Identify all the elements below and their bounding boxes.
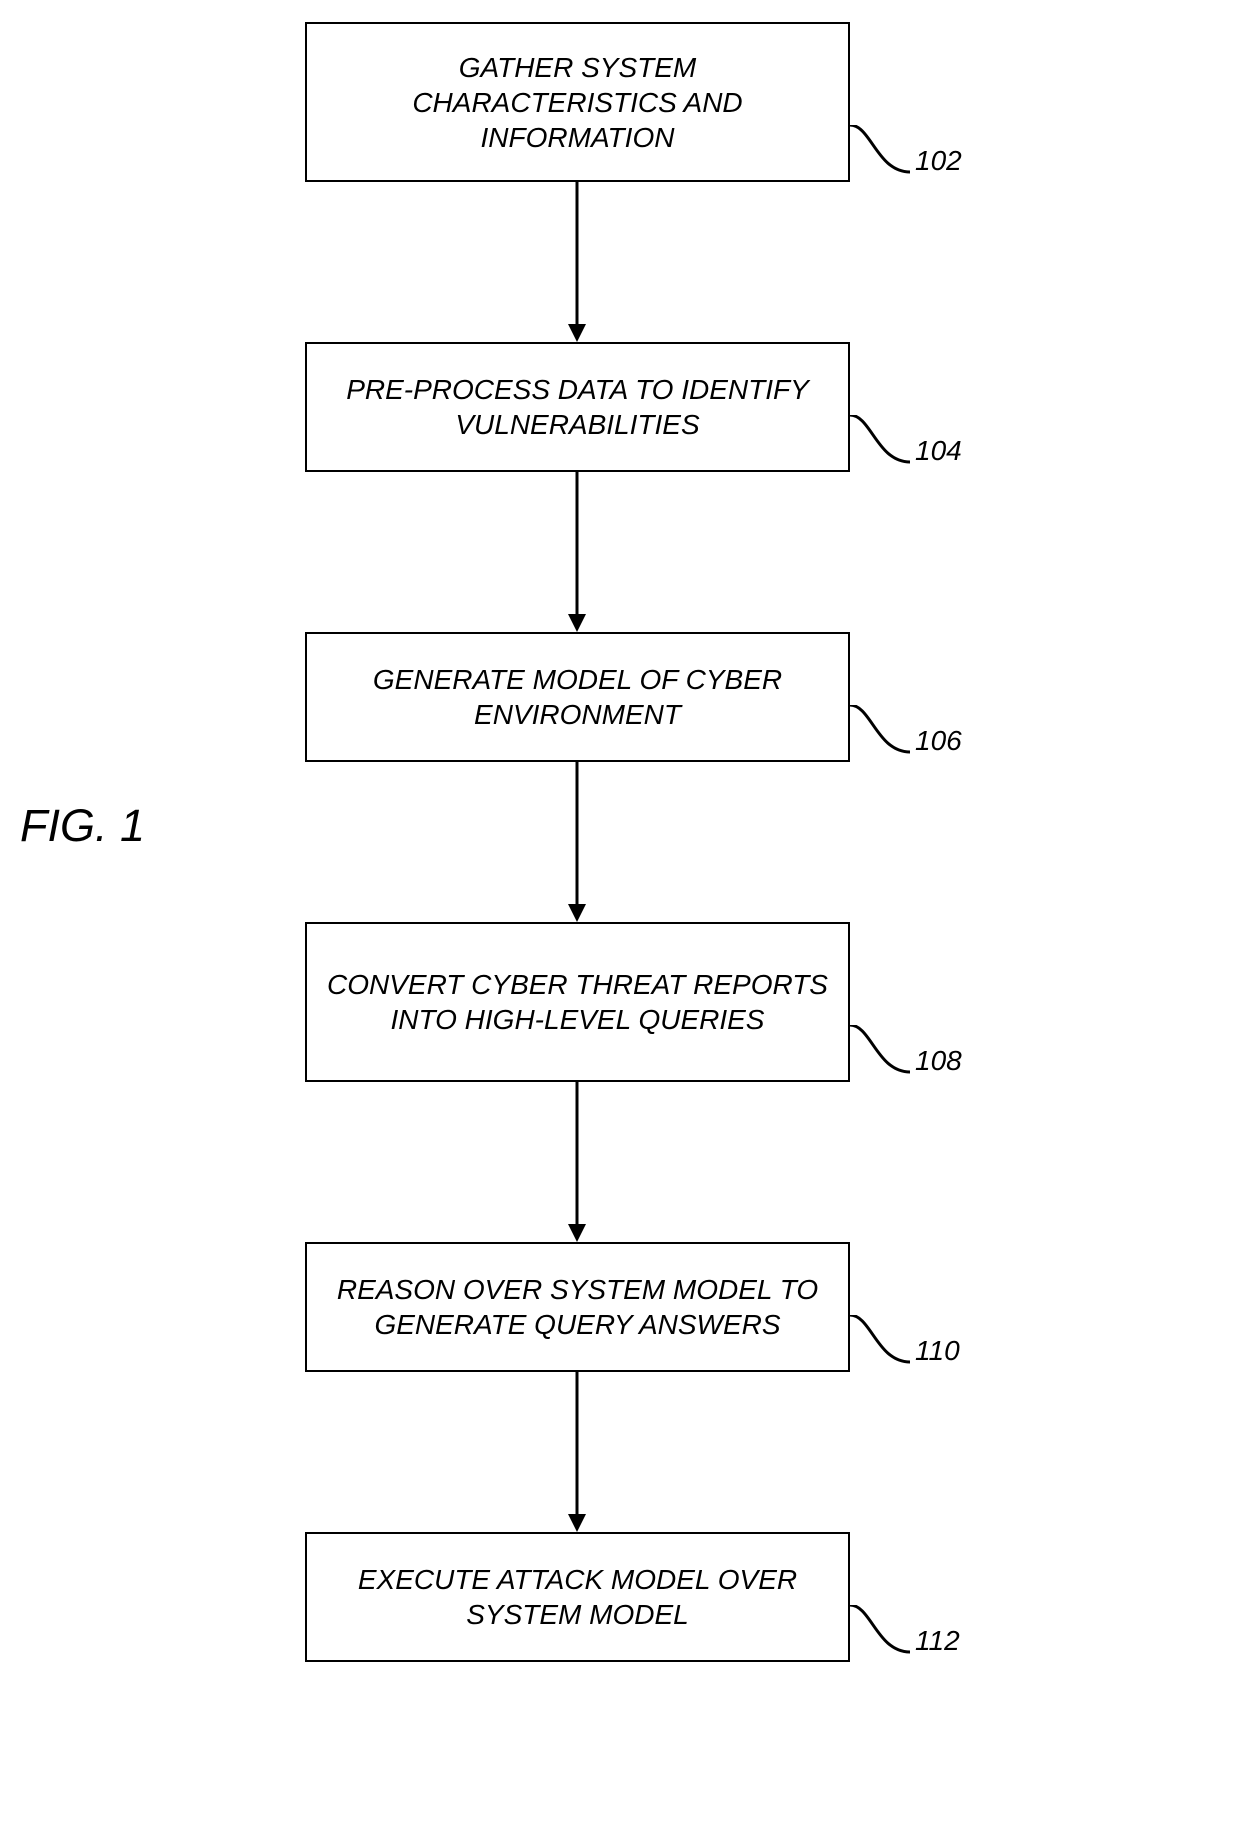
arrow-n106-n108 [557,762,597,922]
lead-line-112 [850,1605,910,1660]
flow-node-112: EXECUTE ATTACK MODEL OVER SYSTEM MODEL [305,1532,850,1662]
reference-numeral-104: 104 [915,435,962,467]
flow-node-108: CONVERT CYBER THREAT REPORTS INTO HIGH-L… [305,922,850,1082]
arrow-n108-n110 [557,1082,597,1242]
lead-line-104 [850,415,910,470]
arrow-n102-n104 [557,182,597,342]
flow-node-106: GENERATE MODEL OF CYBER ENVIRONMENT [305,632,850,762]
reference-numeral-108: 108 [915,1045,962,1077]
arrow-n104-n106 [557,472,597,632]
flow-node-104: PRE-PROCESS DATA TO IDENTIFY VULNERABILI… [305,342,850,472]
arrow-n110-n112 [557,1372,597,1532]
reference-numeral-106: 106 [915,725,962,757]
reference-numeral-112: 112 [915,1625,960,1657]
lead-line-102 [850,125,910,180]
reference-numeral-110: 110 [915,1335,960,1367]
flowchart-canvas: FIG. 1 GATHER SYSTEM CHARACTERISTICS AND … [0,0,1240,1821]
reference-numeral-102: 102 [915,145,962,177]
figure-label: FIG. 1 [20,800,145,852]
lead-line-108 [850,1025,910,1080]
lead-line-110 [850,1315,910,1370]
flow-node-110: REASON OVER SYSTEM MODEL TO GENERATE QUE… [305,1242,850,1372]
flow-node-102: GATHER SYSTEM CHARACTERISTICS AND INFORM… [305,22,850,182]
lead-line-106 [850,705,910,760]
